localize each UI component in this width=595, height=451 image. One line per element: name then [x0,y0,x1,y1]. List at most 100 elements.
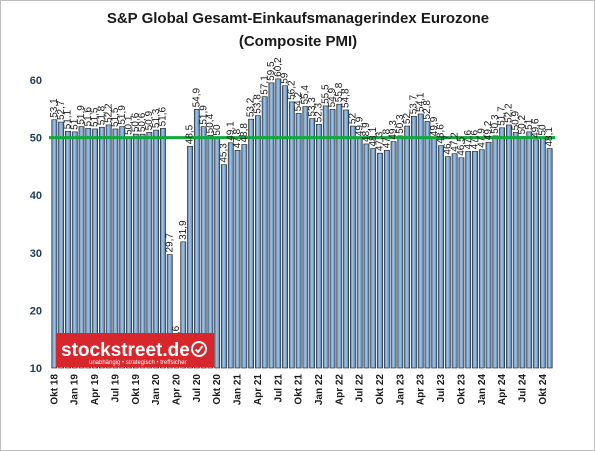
x-tick-label: Jan 24 [477,374,488,406]
bar [85,128,92,369]
bar [519,136,526,369]
bar [465,151,472,369]
bar [533,139,539,369]
data-label: 47,6 [463,130,474,150]
data-label: 29,7 [164,233,175,253]
bar [512,132,519,369]
data-label: 54,9 [191,87,202,107]
data-label: 54,8 [341,88,352,108]
bar [166,254,173,369]
data-label: 46,5 [456,136,467,156]
data-label: 49,9 [429,116,440,136]
bar [390,141,397,369]
data-label: 47,2 [449,132,460,152]
bar [221,164,227,369]
bar [227,142,234,369]
bar [322,105,329,369]
x-tick-label: Apr 24 [497,374,508,406]
data-label: 47,6 [470,130,481,150]
bar [356,137,363,369]
x-tick-label: Jul 19 [110,374,121,403]
data-label: 45,3 [219,143,230,163]
bar [458,157,465,369]
data-label: 52,2 [504,103,515,123]
bar [275,78,282,369]
data-label: 53,2 [246,97,257,117]
bar [98,126,105,369]
data-label: 50,9 [510,111,521,131]
data-label: 50,3 [395,114,406,134]
bar [241,144,248,369]
data-labels-group: 53,152,751,15151,951,651,551,852,251,551… [49,57,555,345]
bar [207,135,214,369]
checkmark-badge-icon [191,341,207,357]
watermark-background [56,333,214,367]
data-label: 54,9 [327,87,338,107]
bar [200,126,207,369]
y-axis: 10 20 30 40 50 60 [30,75,42,375]
bar [336,103,343,369]
data-label: 52 [402,113,413,125]
y-tick-label: 20 [30,305,42,317]
data-label: 51,1 [63,109,74,129]
bar [411,115,417,369]
data-label: 52,8 [422,100,433,120]
data-label: 50 [537,124,548,136]
data-label: 53,1 [49,98,60,118]
bar [302,106,309,369]
x-tick-label: Apr 21 [253,374,264,406]
data-label: 49,2 [483,120,494,140]
bar [329,109,336,369]
x-tick-label: Jul 24 [517,374,528,403]
bar [193,109,200,369]
bar [65,130,71,369]
y-tick-label: 40 [30,190,42,202]
x-tick-label: Okt 19 [131,374,142,405]
data-label: 48,5 [185,124,196,144]
y-tick-label: 30 [30,248,42,260]
data-label: 51 [524,118,535,130]
data-label: 48,8 [239,123,250,143]
bar [546,148,553,369]
data-label: 48,1 [368,127,379,147]
data-label: 51,9 [117,105,128,125]
bar [248,118,255,369]
data-label: 50 [212,124,223,136]
bar [105,124,112,369]
y-tick-label: 50 [30,133,42,145]
x-tick-label: Apr 23 [416,374,427,406]
data-label: 59,5 [266,61,277,81]
bars-group [51,78,553,369]
bar [506,124,512,369]
data-label: 47,9 [476,128,487,148]
data-label: 51,3 [151,108,162,128]
data-label: 55,4 [300,85,311,105]
bar [492,135,499,369]
bar [404,125,411,369]
bar [112,128,119,369]
data-label: 51,6 [158,106,169,126]
watermark-brand: stockstreet.de [61,340,190,361]
bar [146,132,153,369]
data-label: 53,7 [409,94,420,114]
bar [377,152,383,369]
x-tick-label: Okt 18 [49,374,60,405]
data-label: 51,5 [110,107,121,127]
data-label: 60,2 [273,57,284,77]
bar [431,137,438,369]
watermark-logo: stockstreet.de unabhängig • strategisch … [56,333,214,367]
bar [417,113,424,369]
bar [472,151,478,369]
bar [92,128,98,369]
x-tick-label: Jul 21 [273,374,284,403]
x-tick-label: Okt 22 [375,374,386,405]
data-label: 31,9 [178,220,189,240]
data-label: 50,2 [517,115,528,135]
data-label: 53,3 [307,97,318,117]
y-tick-label: 60 [30,75,42,87]
data-label: 53,8 [253,94,264,114]
bar [180,241,187,369]
x-axis: Okt 18 Jan 19 Apr 19 Jul 19 Okt 19 Jan 20 Apr … [49,374,548,406]
